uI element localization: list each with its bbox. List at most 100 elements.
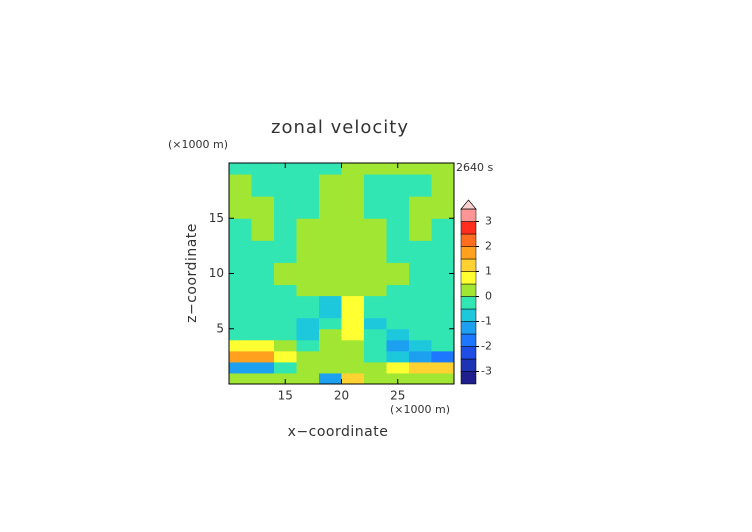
cell bbox=[274, 350, 297, 363]
cell bbox=[431, 207, 455, 219]
cell bbox=[341, 372, 365, 385]
cell bbox=[364, 350, 387, 363]
cell bbox=[409, 350, 432, 363]
colorbar-swatch bbox=[460, 296, 477, 310]
cell bbox=[319, 240, 342, 252]
cell bbox=[341, 284, 365, 297]
cell bbox=[251, 174, 275, 186]
cell bbox=[341, 273, 365, 286]
cell bbox=[229, 240, 252, 252]
colorbar-swatch bbox=[460, 271, 477, 285]
cell bbox=[386, 339, 410, 352]
cell bbox=[296, 339, 320, 352]
x-tick-label: 15 bbox=[278, 389, 293, 403]
cell bbox=[274, 185, 297, 197]
cell bbox=[229, 328, 252, 341]
cell bbox=[386, 361, 410, 374]
cell bbox=[319, 339, 342, 352]
cell bbox=[341, 350, 365, 363]
cell bbox=[409, 262, 432, 274]
cell bbox=[386, 163, 410, 175]
cell bbox=[341, 251, 365, 263]
cell bbox=[341, 317, 365, 330]
cell bbox=[409, 306, 432, 319]
cell bbox=[341, 240, 365, 252]
colorbar-tick-label: 3 bbox=[485, 215, 492, 228]
cell bbox=[341, 361, 365, 374]
cell bbox=[296, 328, 320, 341]
colorbar-swatch bbox=[460, 371, 477, 385]
cell bbox=[296, 295, 320, 308]
cell bbox=[319, 284, 342, 297]
cell bbox=[274, 218, 297, 230]
cell bbox=[364, 295, 387, 308]
cell bbox=[409, 196, 432, 208]
cell bbox=[229, 229, 252, 241]
cell bbox=[386, 328, 410, 341]
cell bbox=[229, 273, 252, 286]
cell bbox=[229, 207, 252, 219]
cell bbox=[431, 317, 455, 330]
cell bbox=[296, 196, 320, 208]
cell bbox=[229, 218, 252, 230]
cell bbox=[431, 328, 455, 341]
cell bbox=[386, 262, 410, 274]
cell bbox=[341, 185, 365, 197]
cell bbox=[431, 339, 455, 352]
cell bbox=[386, 240, 410, 252]
cell bbox=[431, 185, 455, 197]
cell bbox=[251, 317, 275, 330]
cell bbox=[409, 229, 432, 241]
cell bbox=[364, 262, 387, 274]
cell bbox=[386, 229, 410, 241]
cell bbox=[409, 251, 432, 263]
colorbar-tick-label: 2 bbox=[485, 240, 492, 253]
cell bbox=[296, 350, 320, 363]
cell bbox=[341, 262, 365, 274]
cell bbox=[409, 372, 432, 385]
cell bbox=[364, 328, 387, 341]
colorbar-swatch bbox=[460, 283, 477, 297]
colorbar-swatch bbox=[460, 321, 477, 335]
cell bbox=[251, 185, 275, 197]
cell bbox=[386, 284, 410, 297]
cell bbox=[229, 185, 252, 197]
y-tick-label: 15 bbox=[209, 211, 224, 225]
cell bbox=[296, 317, 320, 330]
cell bbox=[431, 361, 455, 374]
cell bbox=[431, 196, 455, 208]
cell bbox=[319, 174, 342, 186]
cell bbox=[274, 372, 297, 385]
cell bbox=[341, 295, 365, 308]
cell bbox=[431, 372, 455, 385]
cell bbox=[364, 218, 387, 230]
cell bbox=[409, 328, 432, 341]
cell bbox=[251, 284, 275, 297]
cell bbox=[431, 284, 455, 297]
cell bbox=[319, 229, 342, 241]
cell bbox=[364, 361, 387, 374]
cell bbox=[341, 328, 365, 341]
cell bbox=[274, 306, 297, 319]
cell bbox=[386, 372, 410, 385]
cell bbox=[296, 229, 320, 241]
cell bbox=[296, 207, 320, 219]
cell bbox=[386, 317, 410, 330]
cell bbox=[296, 372, 320, 385]
cell bbox=[431, 240, 455, 252]
cell bbox=[251, 218, 275, 230]
cell bbox=[386, 174, 410, 186]
y-axis-label: z−coordinate bbox=[184, 223, 200, 323]
cell bbox=[364, 185, 387, 197]
cell bbox=[364, 229, 387, 241]
cell bbox=[251, 240, 275, 252]
cell bbox=[409, 317, 432, 330]
x-unit: (×1000 m) bbox=[390, 403, 450, 416]
cell bbox=[319, 262, 342, 274]
colorbar-swatch bbox=[460, 233, 477, 247]
cell bbox=[319, 185, 342, 197]
cell bbox=[274, 251, 297, 263]
cell bbox=[229, 262, 252, 274]
cell bbox=[431, 174, 455, 186]
cell bbox=[364, 174, 387, 186]
